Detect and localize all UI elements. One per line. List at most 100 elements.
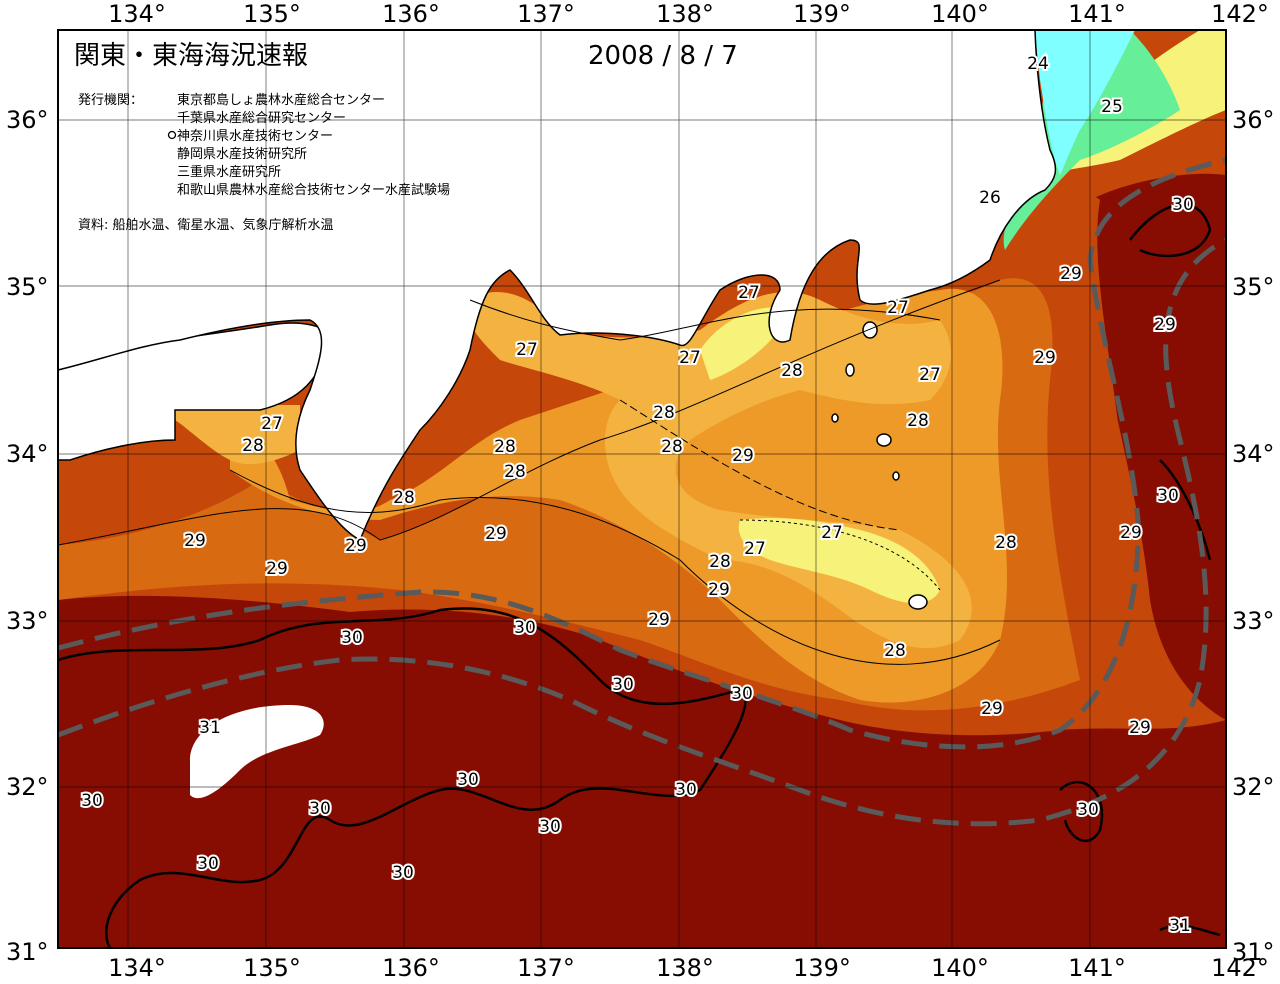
- lat-tick-left: 35°: [6, 273, 49, 301]
- contour-label: 28: [995, 533, 1017, 553]
- island-mikura: [892, 471, 900, 481]
- data-source: 資料: 船舶水温、衛星水温、気象庁解析水温: [78, 217, 334, 233]
- contour-label: 29: [648, 610, 670, 630]
- temp-24-patch: [1035, 30, 1135, 175]
- contour-label: 30: [392, 863, 414, 883]
- lon-tick-top: 139°: [793, 0, 851, 28]
- contour-label: 30: [1077, 800, 1099, 820]
- lon-tick-bottom: 137°: [517, 954, 575, 980]
- temp-26-patch-north: [700, 307, 790, 380]
- contour-label: 30: [457, 770, 479, 790]
- lat-tick-right: 32°: [1232, 773, 1275, 801]
- lon-tick-bottom: 142°: [1211, 954, 1269, 980]
- contour-label: 28: [709, 552, 731, 572]
- contour-label: 27: [516, 340, 538, 360]
- warm-water-zone-east: [1086, 173, 1226, 720]
- contour-label: 28: [242, 436, 264, 456]
- isotherm-lines: [57, 279, 1001, 665]
- contour-label: 28: [781, 361, 803, 381]
- contour-label: 30: [1172, 195, 1194, 215]
- map-title: 関東・東海海況速報: [74, 41, 308, 71]
- contour-label: 27: [261, 414, 283, 434]
- contour-label: 28: [884, 641, 906, 661]
- issuer-4: 静岡県水産技術研究所: [177, 146, 307, 162]
- contour-label: 29: [266, 559, 288, 579]
- contour-label: 27: [679, 348, 701, 368]
- issuer-5: 三重県水産研究所: [177, 164, 281, 180]
- temp-26-patch-izu: [738, 518, 940, 604]
- issuer-1: 東京都島しょ農林水産総合センター: [177, 92, 385, 108]
- warm-water-zone-south: [58, 595, 1226, 948]
- contour-label: 29: [1120, 523, 1142, 543]
- issuer-label: 発行機関：: [78, 93, 143, 108]
- kuroshio-axis: [57, 157, 1228, 827]
- lat-tick-right: 36°: [1232, 106, 1275, 134]
- lat-tick-right: 31°: [1232, 938, 1275, 966]
- contour-label: 30: [612, 675, 634, 695]
- island-oshima: [862, 321, 878, 339]
- lon-tick-bottom: 140°: [931, 954, 989, 980]
- contour-label: 29: [1154, 315, 1176, 335]
- lon-tick-bottom: 135°: [243, 954, 301, 980]
- contour-label: 29: [981, 699, 1003, 719]
- temp-30-band-east: [1040, 196, 1170, 719]
- lon-tick-top: 134°: [108, 0, 166, 28]
- lon-tick-top: 136°: [382, 0, 440, 28]
- contour-label: 30: [341, 628, 363, 648]
- lon-tick-top: 138°: [656, 0, 714, 28]
- contour-labels: 24 25 26 27 27 27 27 27 27 27 27 28 28 2…: [79, 52, 1196, 938]
- issuer-6: 和歌山県農林水産総合技術センター水産試験場: [177, 182, 450, 198]
- contour-label: 27: [887, 298, 909, 318]
- lon-tick-bottom: 139°: [793, 954, 851, 980]
- contour-label: 30: [514, 618, 536, 638]
- lon-tick-top: 141°: [1068, 0, 1126, 28]
- land-honshu-south: [57, 29, 1057, 542]
- contour-label: 28: [494, 437, 516, 457]
- contour-label: 29: [345, 536, 367, 556]
- contour-label: 30: [1157, 486, 1179, 506]
- lat-tick-left: 33°: [6, 607, 49, 635]
- contour-label: 27: [919, 365, 941, 385]
- lon-tick-bottom: 136°: [382, 954, 440, 980]
- lon-tick-top: 140°: [931, 0, 989, 28]
- lon-tick-bottom: 138°: [656, 954, 714, 980]
- contour-label: 28: [393, 488, 415, 508]
- contour-label: 24: [1027, 54, 1049, 74]
- lat-tick-right: 33°: [1232, 607, 1275, 635]
- contour-label: 29: [184, 531, 206, 551]
- lon-tick-top: 142°: [1211, 0, 1269, 28]
- contour-label: 28: [504, 462, 526, 482]
- contour-label: 30: [731, 684, 753, 704]
- contour-label: 30: [81, 791, 103, 811]
- issuer-marker-icon: [167, 130, 177, 140]
- contour-label: 28: [661, 437, 683, 457]
- lon-ticks-top: 134° 135° 136° 137° 138° 139° 140° 141° …: [108, 0, 1269, 28]
- lon-tick-bottom: 134°: [108, 954, 166, 980]
- contour-label: 28: [653, 403, 675, 423]
- temp-27-region-west: [175, 405, 300, 465]
- lat-tick-right: 35°: [1232, 273, 1275, 301]
- contour-label: 27: [738, 283, 760, 303]
- graticule: [58, 30, 1226, 948]
- lat-tick-left: 31°: [6, 938, 49, 966]
- island-miyake: [876, 433, 892, 447]
- contour-label: 30: [539, 817, 561, 837]
- lon-tick-top: 135°: [243, 0, 301, 28]
- island-kozu: [831, 413, 839, 423]
- contour-label: 31: [199, 718, 221, 738]
- lat-ticks-right: 36° 35° 34° 33° 32° 31°: [1232, 106, 1275, 966]
- lon-tick-top: 137°: [517, 0, 575, 28]
- contour-label: 30: [675, 780, 697, 800]
- lon-tick-bottom: 141°: [1068, 954, 1126, 980]
- map-date: 2008 / 8 / 7: [588, 41, 738, 71]
- issuer-2: 千葉県水産総合研究センター: [177, 110, 346, 126]
- contour-label: 29: [1034, 348, 1056, 368]
- contour-label: 29: [1060, 264, 1082, 284]
- temp-31-patch: [190, 705, 324, 799]
- contour-label: 29: [485, 524, 507, 544]
- map-frame: [57, 29, 1227, 949]
- lat-ticks-left: 36° 35° 34° 33° 32° 31°: [6, 106, 49, 966]
- island-hachijo: [908, 594, 928, 610]
- issuer-3: 神奈川県水産技術センター: [177, 128, 333, 144]
